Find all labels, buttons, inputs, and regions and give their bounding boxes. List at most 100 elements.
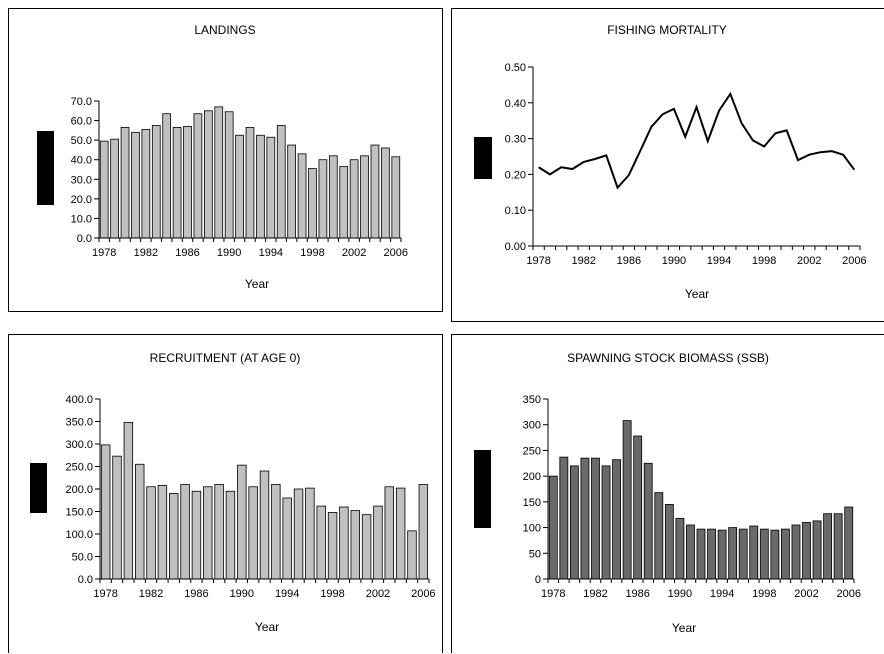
y-tick-label: 150.0 <box>65 507 93 519</box>
legend-swatch <box>474 450 491 528</box>
y-tick-label: 50 <box>529 548 541 560</box>
bar <box>833 513 843 580</box>
recruitment-chart: RECRUITMENT (AT AGE 0) Year 0.0 50.0 100.0… <box>30 351 436 634</box>
legend-swatch <box>474 137 492 179</box>
bar <box>569 465 579 580</box>
bar <box>812 520 822 580</box>
x-tick-label: 1982 <box>134 247 158 259</box>
bar <box>224 111 234 239</box>
y-tick-label: 0.00 <box>505 241 526 253</box>
bar <box>135 463 145 580</box>
bar <box>664 504 674 580</box>
bar <box>282 497 292 580</box>
bar <box>266 136 276 239</box>
x-tick-label: 1978 <box>93 588 117 600</box>
bar <box>193 113 203 239</box>
y-tick-label: 0.10 <box>505 205 526 217</box>
bar <box>297 153 307 239</box>
bar <box>318 159 328 239</box>
bar <box>248 486 258 580</box>
y-tick-label: 0.0 <box>77 233 92 245</box>
bar <box>316 505 326 580</box>
bar <box>675 517 685 580</box>
legend-swatch <box>37 131 54 205</box>
x-tick-label: 1978 <box>541 588 565 600</box>
y-tick-label: 200 <box>523 471 541 483</box>
bar <box>759 528 769 580</box>
bar <box>591 457 600 580</box>
x-tick-label: 2006 <box>384 247 408 259</box>
bar <box>381 147 390 239</box>
bar <box>360 155 369 239</box>
ssb-panel: SPAWNING STOCK BIOMASS (SSB) Year 0 50 100… <box>451 334 884 653</box>
bar <box>601 465 611 580</box>
x-tick-label: 1998 <box>752 588 776 600</box>
bar <box>276 125 286 239</box>
y-tick-label: 30.0 <box>71 174 92 186</box>
bar <box>237 464 247 580</box>
x-tick-label: 1994 <box>710 588 734 600</box>
y-tick-label: 40.0 <box>71 155 92 167</box>
y-tick-label: 50.0 <box>72 552 93 564</box>
legend-swatch <box>30 463 47 513</box>
bar <box>305 487 315 580</box>
bar <box>327 511 338 580</box>
bar <box>418 484 429 580</box>
ssb-chart: SPAWNING STOCK BIOMASS (SSB) Year 0 50 100… <box>474 351 861 635</box>
bar <box>99 140 109 239</box>
x-tick-label: 2006 <box>842 255 866 267</box>
bar <box>225 490 236 580</box>
bar <box>823 513 833 580</box>
bar <box>370 144 380 239</box>
bar <box>738 528 748 580</box>
x-tick-label: 1998 <box>320 588 344 600</box>
bar <box>407 530 417 580</box>
chart-title: SPAWNING STOCK BIOMASS (SSB) <box>567 351 769 365</box>
y-tick-label: 50.0 <box>71 135 92 147</box>
bar <box>172 127 182 239</box>
bar <box>643 462 653 580</box>
chart-title: LANDINGS <box>194 23 255 37</box>
bar <box>395 487 406 580</box>
bar <box>749 525 759 580</box>
y-tick-label: 400.0 <box>65 394 93 406</box>
landings-chart: LANDINGS Year 0.0 10.0 20.0 30.0 40.0 50.0 60.… <box>37 23 408 291</box>
bar <box>157 484 168 580</box>
bar <box>259 470 270 580</box>
y-tick-label: 0.30 <box>505 134 526 146</box>
bar <box>214 484 224 580</box>
bar <box>146 486 156 580</box>
y-tick-label: 20.0 <box>71 194 92 206</box>
x-tick-label: 1998 <box>300 247 324 259</box>
x-tick-label: 1986 <box>184 588 208 600</box>
y-tick-label: 350.0 <box>65 417 93 429</box>
series-line <box>538 91 856 190</box>
y-tick-label: 250.0 <box>65 462 93 474</box>
bar <box>548 475 558 580</box>
x-tick-label: 1990 <box>662 255 686 267</box>
bar <box>622 420 632 580</box>
x-axis-label: Year <box>672 621 696 635</box>
x-tick-label: 1994 <box>275 588 299 600</box>
y-tick-label: 150 <box>523 497 541 509</box>
bar <box>293 488 304 580</box>
y-tick-label: 60.0 <box>71 116 92 128</box>
x-tick-label: 2002 <box>794 588 818 600</box>
bar <box>169 493 179 580</box>
bar <box>580 457 590 580</box>
bar <box>235 134 244 239</box>
y-tick-label: 10.0 <box>71 213 92 225</box>
bar <box>791 524 801 580</box>
bar <box>717 529 727 580</box>
bar <box>287 144 297 239</box>
bar <box>131 131 140 239</box>
x-tick-label: 1982 <box>583 588 607 600</box>
bar <box>112 455 122 580</box>
y-tick-label: 350 <box>523 394 541 406</box>
bar <box>770 529 780 580</box>
bar <box>696 528 706 580</box>
bar <box>349 159 359 239</box>
x-axis-label: Year <box>685 287 709 301</box>
x-tick-label: 2002 <box>366 588 390 600</box>
bar <box>391 156 401 239</box>
